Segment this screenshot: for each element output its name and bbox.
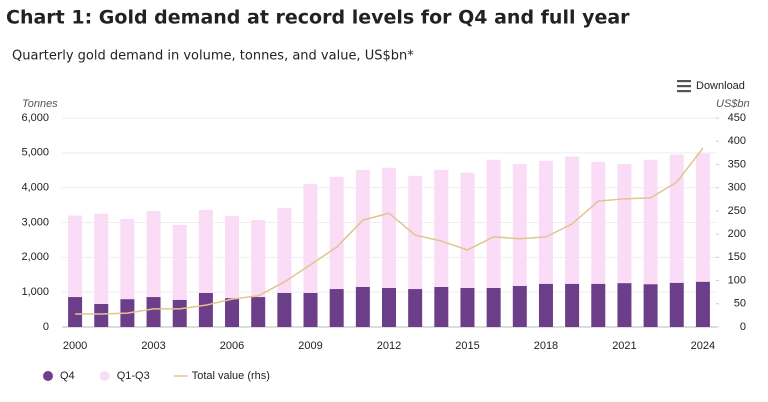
bar <box>68 297 83 327</box>
icon-line <box>677 80 691 83</box>
bar <box>198 292 213 327</box>
y-tick-label: 3,000 <box>21 216 49 228</box>
bar <box>538 160 553 284</box>
bar <box>382 167 396 288</box>
bar <box>277 207 292 293</box>
legend-marker <box>43 371 53 381</box>
bar <box>225 298 240 327</box>
y-tick-label: 4,000 <box>21 182 49 194</box>
bar <box>408 289 423 327</box>
bar <box>565 283 580 327</box>
bar <box>695 281 710 327</box>
icon-line <box>677 90 691 93</box>
bar <box>303 292 318 327</box>
bar <box>434 169 449 287</box>
bar <box>94 304 109 327</box>
y2-tick-label: 100 <box>728 274 746 286</box>
y-tick-label: 6,000 <box>21 112 49 124</box>
bar <box>695 153 710 282</box>
bar <box>277 292 292 327</box>
bar <box>355 169 370 287</box>
bar <box>643 159 658 285</box>
bar <box>565 156 580 284</box>
bar <box>146 211 161 298</box>
bar <box>512 163 527 286</box>
bar <box>120 219 135 300</box>
legend-label: Q1-Q3 <box>117 370 150 382</box>
y-tick-label: 0 <box>43 321 49 333</box>
x-tick-label: 2012 <box>377 340 401 352</box>
bar <box>460 172 475 288</box>
chart-subtitle: Quarterly gold demand in volume, tonnes,… <box>12 49 414 64</box>
y2-tick-label: 350 <box>728 158 746 170</box>
bar <box>434 286 449 327</box>
bar <box>486 287 501 327</box>
bar <box>172 299 187 327</box>
y2-tick-label: 250 <box>728 205 746 217</box>
icon-line <box>677 85 691 88</box>
bar <box>225 215 240 299</box>
y2-tick-label: 300 <box>728 182 746 194</box>
bar <box>172 224 187 300</box>
bar <box>198 209 213 293</box>
line <box>75 147 704 315</box>
bar <box>669 154 684 283</box>
y2-tick-label: 0 <box>740 321 746 333</box>
bar <box>538 283 553 327</box>
legend-label: Q4 <box>60 370 75 382</box>
x-tick-label: 2006 <box>220 340 244 352</box>
x-tick-label: 2000 <box>63 340 87 352</box>
y2-tick-label: 400 <box>728 135 746 147</box>
x-tick-label: 2021 <box>612 340 636 352</box>
bar <box>460 287 475 327</box>
bar <box>382 287 396 327</box>
bar <box>329 289 344 327</box>
y-tick-label: 5,000 <box>21 147 49 159</box>
y2-axis-label: US$bn <box>716 98 750 110</box>
download-label[interactable]: Download <box>696 80 745 92</box>
bar <box>94 213 109 305</box>
y2-tick-label: 50 <box>734 298 746 310</box>
y-axis-label: Tonnes <box>22 98 58 110</box>
bar <box>408 175 423 290</box>
bar <box>617 163 632 284</box>
x-tick-label: 2009 <box>298 340 322 352</box>
bar <box>303 183 318 293</box>
bar <box>669 282 684 327</box>
y2-tick-label: 150 <box>728 251 746 263</box>
legend-label: Total value (rhs) <box>192 370 270 382</box>
bar <box>68 215 83 298</box>
x-tick-label: 2003 <box>141 340 165 352</box>
x-tick-label: 2018 <box>534 340 558 352</box>
x-tick-label: 2015 <box>455 340 479 352</box>
bar <box>355 286 370 327</box>
legend-marker <box>99 371 110 381</box>
bar <box>146 297 161 327</box>
chart-title: Chart 1: Gold demand at record levels fo… <box>6 7 630 29</box>
bar <box>512 285 527 327</box>
y-tick-label: 2,000 <box>21 251 49 263</box>
bar <box>251 297 266 327</box>
download-button[interactable]: Download <box>677 80 745 93</box>
bar <box>329 176 344 290</box>
bar <box>486 159 501 288</box>
y2-tick-label: 200 <box>728 228 746 240</box>
bar <box>251 220 266 298</box>
y-tick-label: 1,000 <box>21 286 49 298</box>
bar <box>591 161 606 284</box>
bar <box>643 284 658 327</box>
y2-tick-label: 450 <box>728 112 746 124</box>
x-tick-label: 2024 <box>691 340 715 352</box>
bar <box>617 283 632 327</box>
bar <box>591 283 606 327</box>
